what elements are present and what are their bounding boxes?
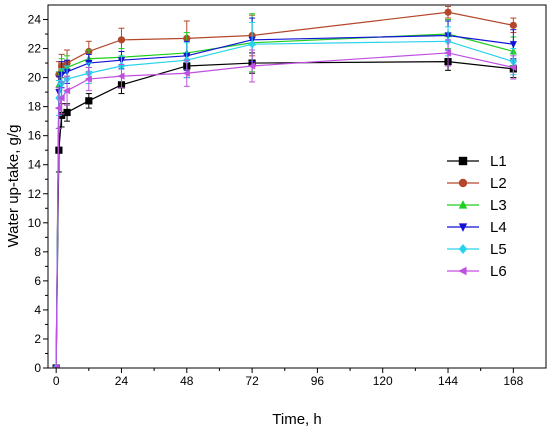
y-tick-label: 2 (34, 332, 41, 346)
data-point-L6 (62, 87, 71, 95)
data-point-L1 (85, 97, 93, 105)
series-line-L6 (55, 52, 514, 368)
legend: L1 L2 L3 L4 L5 L6 (447, 153, 507, 280)
legend-item-L1: L1 (447, 153, 507, 170)
x-tick-label: 120 (373, 374, 393, 388)
x-tick-label: 144 (438, 374, 458, 388)
y-tick-label: 6 (34, 274, 41, 288)
x-tick-label: 168 (503, 374, 523, 388)
plot-frame (47, 4, 547, 369)
x-tick-label: 0 (53, 374, 60, 388)
legend-item-L2: L2 (447, 175, 507, 192)
legend-label: L6 (490, 263, 507, 280)
data-point-L6 (443, 49, 452, 57)
y-tick-label: 10 (28, 216, 42, 230)
series-L1 (52, 52, 517, 368)
legend-label: L4 (490, 219, 507, 236)
legend-label: L1 (490, 153, 507, 170)
plot-marks (52, 5, 517, 368)
data-point-L6 (182, 69, 190, 77)
legend-item-L3: L3 (447, 197, 507, 214)
data-point-L6 (54, 104, 62, 112)
series-L4 (52, 17, 517, 368)
y-tick-label: 4 (34, 303, 41, 317)
legend-marker (458, 156, 468, 166)
y-tick-label: 18 (28, 100, 42, 114)
legend-item-L4: L4 (447, 219, 507, 236)
data-point-L6 (117, 72, 125, 80)
y-tick-label: 12 (28, 187, 42, 201)
x-tick-label: 96 (311, 374, 325, 388)
legend-item-L5: L5 (447, 241, 507, 258)
x-axis-title: Time, h (272, 411, 321, 428)
x-tick-label: 48 (180, 374, 194, 388)
legend-marker (458, 266, 467, 276)
y-tick-label: 8 (34, 245, 41, 259)
series-line-L3 (55, 33, 514, 368)
y-tick-label: 22 (28, 42, 42, 56)
legend-marker (458, 243, 468, 255)
data-point-L5 (248, 39, 256, 49)
legend-marker (458, 178, 468, 188)
data-point-L2 (509, 21, 517, 29)
series-line-L1 (55, 61, 514, 368)
y-tick-label: 14 (28, 158, 42, 172)
data-point-L2 (444, 8, 452, 16)
x-tick-label: 24 (115, 374, 129, 388)
legend-label: L5 (490, 241, 507, 258)
data-point-L6 (52, 364, 60, 368)
data-point-L6 (509, 63, 517, 72)
legend-marker (458, 200, 468, 209)
y-tick-label: 16 (28, 129, 42, 143)
y-tick-label: 0 (34, 361, 41, 375)
x-tick-label: 72 (245, 374, 259, 388)
series-L6 (52, 39, 517, 368)
legend-item-L6: L6 (447, 263, 507, 280)
series-line-L5 (55, 40, 514, 368)
legend-label: L3 (490, 197, 507, 214)
data-point-L6 (57, 94, 65, 102)
y-tick-label: 24 (28, 13, 42, 27)
data-point-L1 (63, 108, 71, 117)
y-tick-label: 20 (28, 71, 42, 85)
y-axis-title: Water up-take, g/g (5, 125, 22, 248)
data-point-L6 (84, 75, 92, 83)
legend-marker (458, 223, 468, 232)
data-point-L6 (247, 62, 256, 70)
legend-label: L2 (490, 175, 507, 192)
data-point-L2 (117, 36, 126, 44)
data-point-L4 (509, 41, 517, 49)
